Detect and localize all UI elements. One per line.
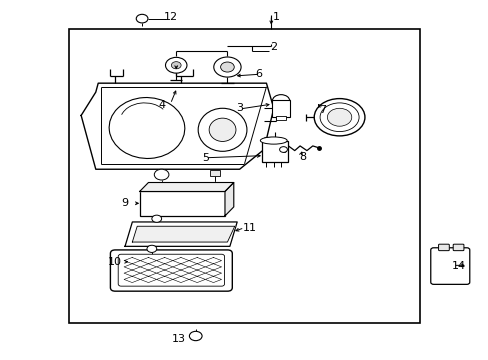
Circle shape [154, 169, 168, 180]
Bar [261, 140, 288, 162]
Text: 8: 8 [299, 152, 306, 162]
Polygon shape [132, 226, 234, 242]
Circle shape [189, 331, 202, 341]
Polygon shape [140, 183, 233, 192]
Text: 7: 7 [318, 105, 325, 115]
Ellipse shape [198, 108, 246, 151]
Circle shape [272, 95, 289, 108]
Circle shape [279, 147, 287, 152]
Circle shape [213, 57, 241, 77]
Text: 5: 5 [202, 153, 208, 163]
Bar [210, 170, 220, 176]
FancyBboxPatch shape [110, 250, 232, 291]
Text: 3: 3 [236, 103, 243, 113]
Circle shape [220, 62, 234, 72]
Circle shape [136, 14, 148, 23]
Circle shape [152, 215, 161, 222]
Text: 4: 4 [158, 100, 165, 110]
Circle shape [165, 57, 186, 73]
Text: 11: 11 [242, 224, 256, 233]
Bar [69, 30, 419, 323]
Bar [272, 100, 289, 117]
FancyBboxPatch shape [438, 244, 448, 251]
Text: 12: 12 [164, 12, 178, 22]
Text: 14: 14 [451, 261, 465, 271]
FancyBboxPatch shape [452, 244, 463, 251]
Text: 2: 2 [270, 42, 277, 52]
Polygon shape [224, 183, 233, 216]
Circle shape [327, 108, 351, 126]
Polygon shape [81, 83, 273, 169]
Polygon shape [125, 222, 237, 246]
Text: 1: 1 [272, 12, 279, 22]
Circle shape [171, 62, 181, 69]
Bar [140, 192, 224, 216]
FancyBboxPatch shape [118, 254, 224, 286]
Ellipse shape [109, 98, 184, 158]
Circle shape [314, 99, 364, 136]
Text: 6: 6 [255, 69, 262, 79]
Bar [276, 116, 285, 120]
Text: 13: 13 [171, 333, 185, 343]
Ellipse shape [209, 118, 236, 141]
Text: 9: 9 [121, 198, 128, 208]
FancyBboxPatch shape [430, 248, 469, 284]
Circle shape [147, 245, 157, 252]
Ellipse shape [260, 137, 286, 144]
Text: 10: 10 [108, 257, 122, 267]
